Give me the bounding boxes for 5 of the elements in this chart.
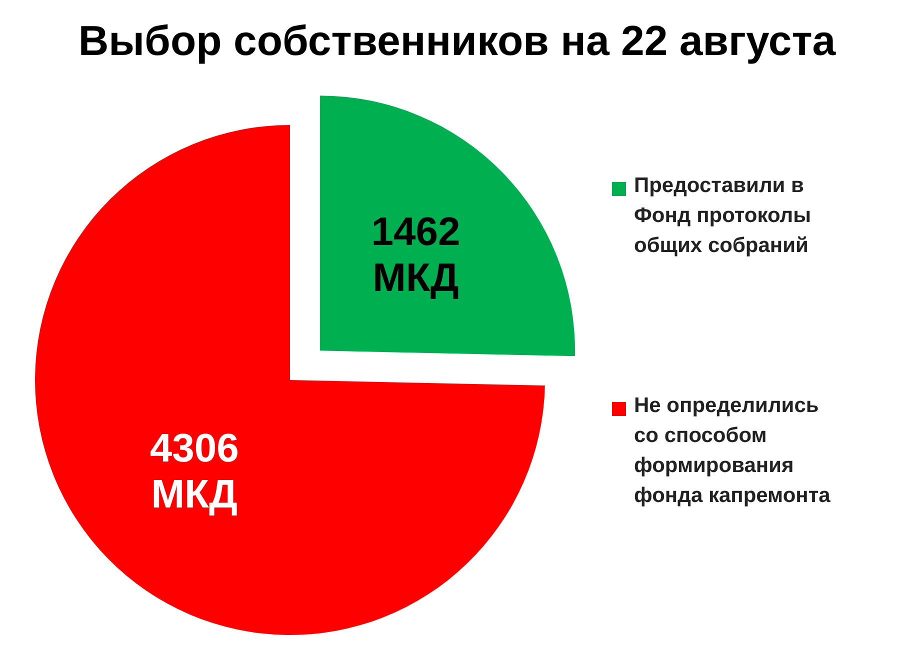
- legend-label: Предоставили в Фонд протоколы общих собраний: [634, 174, 812, 258]
- legend-label: Не определились со способом формирования фонда капремонта: [634, 394, 831, 508]
- chart-title: Выбор собственников на 22 августа: [78, 17, 836, 64]
- data-label: 4306 МКД: [150, 426, 239, 516]
- data-label: 1462 МКД: [371, 210, 460, 300]
